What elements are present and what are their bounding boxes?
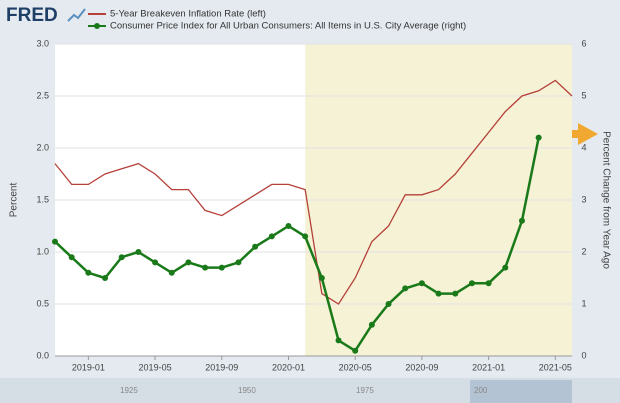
- marker: [402, 285, 409, 292]
- navigator-label: 200: [474, 386, 488, 395]
- marker: [352, 347, 359, 354]
- y-tick-label: 1.5: [36, 194, 49, 204]
- y-tick-label: 2.0: [36, 142, 49, 152]
- marker: [468, 280, 475, 287]
- x-tick-label: 2019-01: [72, 362, 105, 372]
- marker: [535, 134, 542, 141]
- x-tick-label: 2019-09: [205, 362, 238, 372]
- y2-tick-label: 4: [581, 142, 586, 152]
- x-tick-label: 2021-05: [539, 362, 572, 372]
- y2-axis-label: Percent Change from Year Ago: [600, 131, 611, 269]
- marker: [118, 254, 125, 261]
- marker: [268, 233, 275, 240]
- marker: [68, 254, 75, 261]
- y2-tick-label: 3: [581, 194, 586, 204]
- marker: [85, 269, 92, 276]
- y2-tick-label: 1: [581, 298, 586, 308]
- marker: [302, 233, 309, 240]
- y2-tick-label: 2: [581, 246, 586, 256]
- x-tick-label: 2020-01: [272, 362, 305, 372]
- marker: [168, 269, 175, 276]
- y-axis-label: Percent: [9, 183, 20, 218]
- marker: [418, 280, 425, 287]
- marker: [335, 337, 342, 344]
- marker: [52, 238, 58, 245]
- navigator-label: 1925: [120, 386, 138, 395]
- legend-marker: [94, 23, 100, 29]
- marker: [152, 259, 159, 266]
- y2-tick-label: 0: [581, 350, 586, 360]
- marker: [202, 264, 209, 271]
- marker: [285, 223, 292, 229]
- navigator-window: [470, 380, 572, 403]
- marker: [435, 290, 442, 297]
- y-tick-label: 0.0: [36, 350, 49, 360]
- legend-label: 5-Year Breakeven Inflation Rate (left): [110, 9, 266, 20]
- marker: [518, 217, 525, 224]
- y-tick-label: 3.0: [36, 38, 49, 48]
- marker: [235, 259, 242, 266]
- marker: [485, 280, 492, 287]
- navigator-label: 1975: [356, 386, 374, 395]
- x-tick-label: 2020-09: [405, 362, 438, 372]
- marker: [218, 264, 225, 271]
- marker: [368, 321, 375, 328]
- marker: [502, 264, 509, 271]
- logo: FRED: [6, 5, 58, 26]
- y-tick-label: 1.0: [36, 246, 49, 256]
- x-tick-label: 2021-01: [472, 362, 505, 372]
- marker: [185, 259, 192, 266]
- y-tick-label: 0.5: [36, 298, 49, 308]
- y2-tick-label: 6: [581, 38, 586, 48]
- y-tick-label: 2.5: [36, 90, 49, 100]
- marker: [252, 243, 259, 250]
- marker: [318, 275, 325, 281]
- y2-tick-label: 5: [581, 90, 586, 100]
- marker: [452, 290, 459, 297]
- marker: [135, 249, 142, 255]
- marker: [385, 301, 392, 307]
- legend-label: Consumer Price Index for All Urban Consu…: [110, 21, 466, 32]
- marker: [102, 275, 109, 281]
- navigator-label: 1950: [238, 386, 256, 395]
- logo-icon: [67, 8, 86, 22]
- series-line: [54, 79, 573, 305]
- x-tick-label: 2020-05: [339, 362, 372, 372]
- x-tick-label: 2019-05: [139, 362, 172, 372]
